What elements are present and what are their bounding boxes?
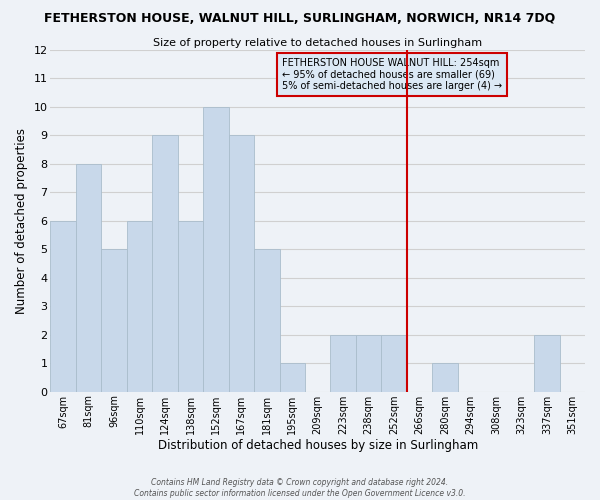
Bar	[152, 135, 178, 392]
Bar	[76, 164, 101, 392]
Text: FETHERSTON HOUSE, WALNUT HILL, SURLINGHAM, NORWICH, NR14 7DQ: FETHERSTON HOUSE, WALNUT HILL, SURLINGHA…	[44, 12, 556, 26]
Bar	[432, 363, 458, 392]
Text: Contains HM Land Registry data © Crown copyright and database right 2024.
Contai: Contains HM Land Registry data © Crown c…	[134, 478, 466, 498]
Title: Size of property relative to detached houses in Surlingham: Size of property relative to detached ho…	[153, 38, 482, 48]
Bar	[356, 334, 382, 392]
Bar	[254, 249, 280, 392]
Bar	[534, 334, 560, 392]
Y-axis label: Number of detached properties: Number of detached properties	[15, 128, 28, 314]
Bar	[382, 334, 407, 392]
Bar	[178, 220, 203, 392]
Bar	[280, 363, 305, 392]
Bar	[203, 106, 229, 392]
Bar	[331, 334, 356, 392]
X-axis label: Distribution of detached houses by size in Surlingham: Distribution of detached houses by size …	[158, 440, 478, 452]
Bar	[127, 220, 152, 392]
Bar	[101, 249, 127, 392]
Text: FETHERSTON HOUSE WALNUT HILL: 254sqm
← 95% of detached houses are smaller (69)
5: FETHERSTON HOUSE WALNUT HILL: 254sqm ← 9…	[282, 58, 502, 92]
Bar	[50, 220, 76, 392]
Bar	[229, 135, 254, 392]
